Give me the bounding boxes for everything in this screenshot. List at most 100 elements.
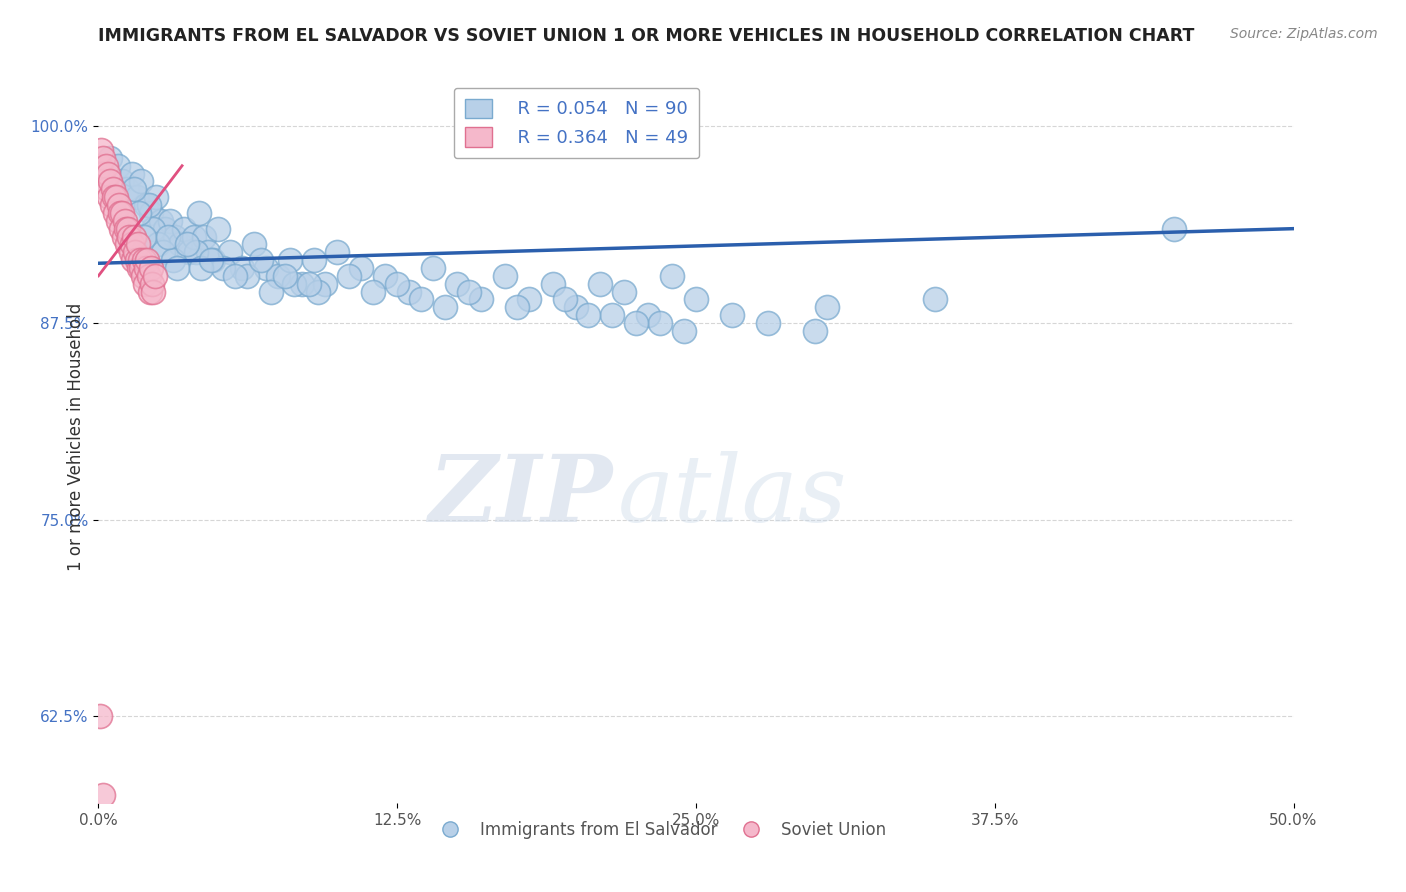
Point (554, 293, 576, 307)
Point (112, 229, 135, 244)
Point (149, 214, 172, 228)
Point (267, 268, 290, 283)
Point (207, 221, 229, 235)
Point (138, 198, 160, 212)
Point (105, 190, 128, 204)
Point (637, 308, 659, 322)
Point (94, 159, 117, 173)
Point (91, 167, 114, 181)
Point (128, 206, 150, 220)
Point (197, 245, 219, 260)
Point (243, 237, 266, 252)
Point (250, 253, 273, 268)
Point (96, 182, 118, 196)
Point (278, 253, 301, 268)
Point (125, 190, 148, 204)
Legend: Immigrants from El Salvador, Soviet Union: Immigrants from El Salvador, Soviet Unio… (427, 814, 893, 846)
Point (91, 788, 114, 802)
Point (139, 260, 162, 275)
Point (385, 277, 409, 291)
Point (470, 293, 492, 307)
Point (613, 285, 636, 299)
Point (176, 237, 198, 252)
Point (589, 277, 612, 291)
Point (131, 174, 153, 188)
Point (131, 260, 153, 275)
Point (104, 206, 127, 220)
Point (411, 293, 433, 307)
Point (124, 245, 146, 260)
Point (315, 277, 337, 291)
Point (211, 260, 233, 275)
Point (111, 174, 134, 188)
Point (107, 214, 129, 228)
Point (98, 151, 122, 165)
Point (202, 253, 225, 268)
Point (122, 253, 145, 268)
Point (756, 316, 779, 330)
Point (129, 253, 152, 268)
Point (98, 190, 121, 204)
Point (458, 285, 481, 299)
Point (374, 268, 396, 283)
Point (114, 214, 136, 228)
Point (169, 237, 191, 252)
Point (298, 277, 321, 291)
Point (565, 301, 588, 315)
Point (650, 316, 672, 330)
Point (89, 159, 111, 173)
Point (673, 324, 696, 338)
Point (132, 253, 155, 268)
Point (578, 308, 600, 322)
Point (142, 221, 165, 235)
Point (91, 151, 114, 165)
Text: ZIP: ZIP (427, 450, 613, 541)
Point (124, 229, 146, 244)
Point (156, 229, 179, 244)
Point (363, 285, 385, 299)
Point (101, 182, 124, 196)
Point (721, 308, 744, 322)
Point (141, 277, 163, 291)
Point (108, 206, 131, 220)
Point (166, 260, 188, 275)
Point (291, 277, 314, 291)
Point (152, 245, 174, 260)
Point (307, 285, 329, 299)
Point (219, 245, 242, 260)
Point (817, 301, 839, 315)
Point (434, 301, 457, 315)
Point (131, 268, 153, 283)
Point (125, 253, 148, 268)
Point (139, 285, 162, 299)
Point (120, 245, 142, 260)
Point (183, 229, 205, 244)
Point (187, 206, 209, 220)
Point (100, 198, 122, 212)
Point (398, 285, 420, 299)
Point (602, 308, 624, 322)
Point (506, 301, 529, 315)
Point (231, 260, 253, 275)
Point (661, 268, 683, 283)
Point (107, 198, 129, 212)
Point (145, 190, 167, 204)
Point (159, 214, 181, 228)
Point (350, 260, 373, 275)
Point (924, 293, 946, 307)
Text: IMMIGRANTS FROM EL SALVADOR VS SOVIET UNION 1 OR MORE VEHICLES IN HOUSEHOLD CORR: IMMIGRANTS FROM EL SALVADOR VS SOVIET UN… (98, 27, 1195, 45)
Point (107, 159, 129, 173)
Point (98, 174, 122, 188)
Text: Source: ZipAtlas.com: Source: ZipAtlas.com (1230, 27, 1378, 41)
Point (110, 221, 132, 235)
Point (224, 268, 246, 283)
Point (148, 237, 170, 252)
Point (103, 190, 125, 204)
Point (135, 260, 157, 275)
Text: atlas: atlas (619, 450, 848, 541)
Point (97, 167, 120, 181)
Point (254, 260, 277, 275)
Point (135, 198, 157, 212)
Point (115, 237, 138, 252)
Point (422, 260, 444, 275)
